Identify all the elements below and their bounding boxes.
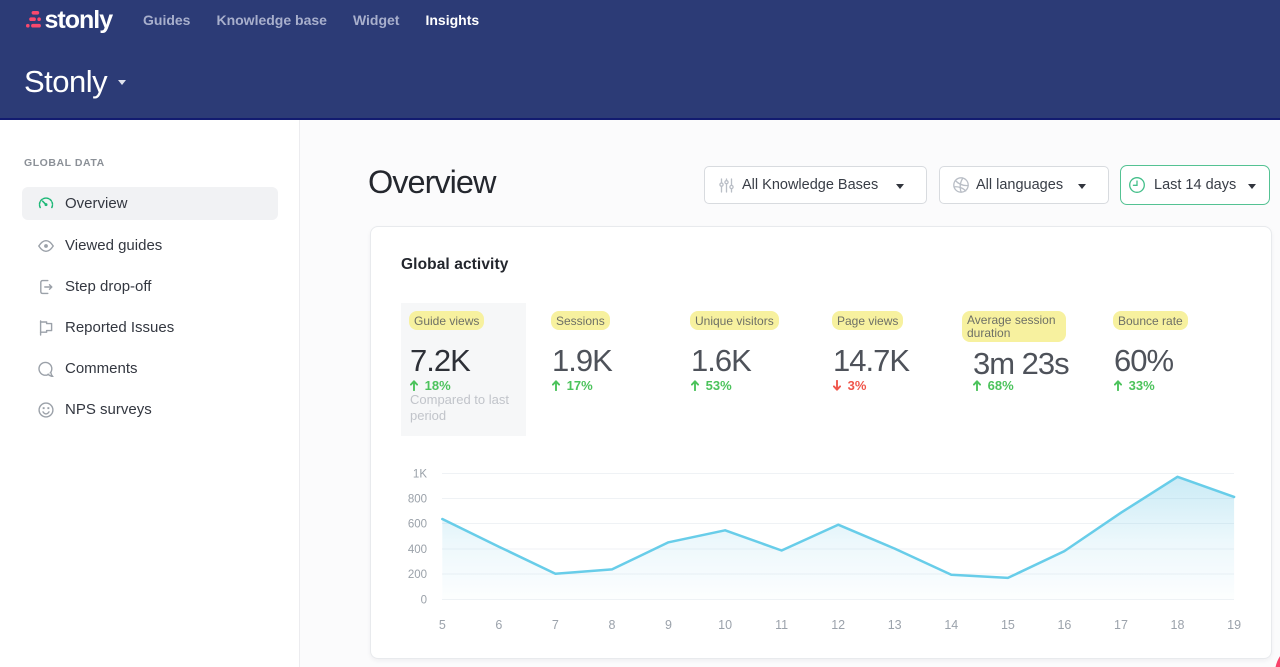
svg-text:0: 0 bbox=[421, 595, 427, 607]
svg-text:5: 5 bbox=[439, 618, 446, 632]
svg-text:600: 600 bbox=[408, 519, 427, 531]
svg-text:800: 800 bbox=[408, 494, 427, 506]
svg-text:16: 16 bbox=[1057, 618, 1071, 632]
svg-text:17: 17 bbox=[1114, 618, 1128, 632]
svg-text:200: 200 bbox=[408, 569, 427, 581]
svg-text:400: 400 bbox=[408, 544, 427, 556]
svg-text:11: 11 bbox=[775, 618, 788, 632]
svg-text:9: 9 bbox=[665, 618, 672, 632]
svg-text:10: 10 bbox=[718, 618, 732, 632]
svg-text:14: 14 bbox=[944, 618, 958, 632]
svg-text:1K: 1K bbox=[413, 469, 427, 481]
svg-text:13: 13 bbox=[888, 618, 902, 632]
svg-text:18: 18 bbox=[1171, 618, 1185, 632]
svg-text:8: 8 bbox=[609, 618, 616, 632]
svg-text:15: 15 bbox=[1001, 618, 1015, 632]
svg-text:7: 7 bbox=[552, 618, 559, 632]
svg-text:12: 12 bbox=[831, 618, 845, 632]
svg-text:6: 6 bbox=[495, 618, 502, 632]
svg-text:19: 19 bbox=[1227, 618, 1241, 632]
